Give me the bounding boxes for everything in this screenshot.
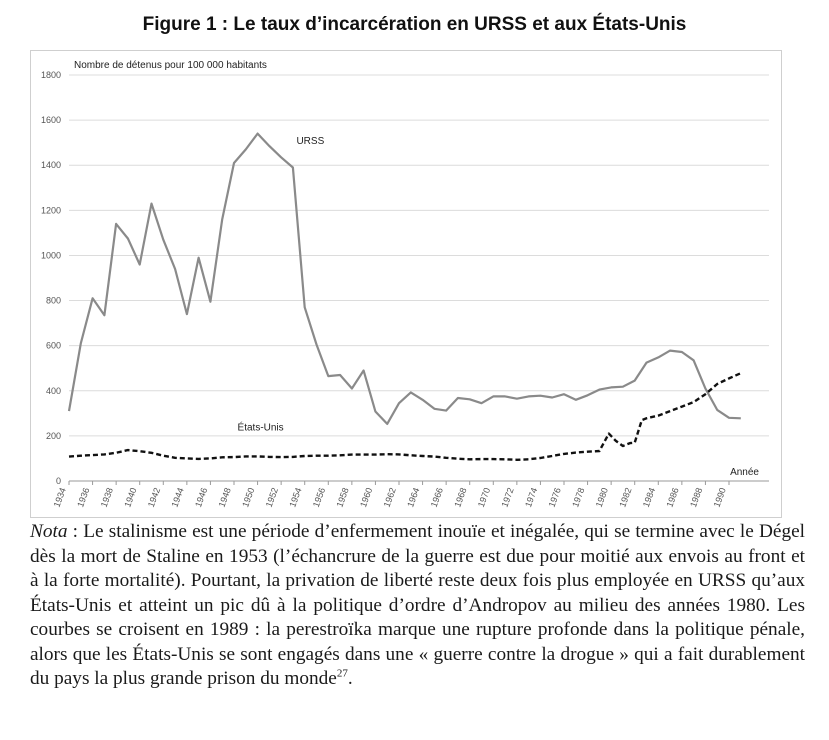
x-tick-label: 1944 xyxy=(169,486,185,508)
x-tick-label: 1940 xyxy=(122,486,138,508)
x-tick-label: 1956 xyxy=(311,486,327,508)
x-tick-label: 1964 xyxy=(405,486,421,508)
x-tick-label: 1966 xyxy=(429,486,445,508)
axes: 0 200 400 600 800 1000 1200 1400 1600 1800 1934 193… xyxy=(41,70,769,509)
y-tick-label: 600 xyxy=(46,341,61,351)
x-tick-label: 1962 xyxy=(382,486,398,508)
series-annotation: États-Unis xyxy=(238,420,284,433)
x-tick-label: 1968 xyxy=(452,486,468,508)
x-tick-label: 1970 xyxy=(476,486,492,508)
series-line-urss xyxy=(67,132,741,425)
gridlines xyxy=(69,74,769,437)
series-lines xyxy=(67,132,742,461)
x-tick-label: 1990 xyxy=(712,486,728,508)
footnote-marker: 27 xyxy=(336,667,348,680)
nota-paragraph: Nota : Le stalinisme est une période d’e… xyxy=(30,520,805,692)
chart-frame: 0 200 400 600 800 1000 1200 1400 1600 1800 1934 193… xyxy=(30,50,782,518)
y-tick-label: 800 xyxy=(46,296,61,306)
line-chart: 0 200 400 600 800 1000 1200 1400 1600 1800 1934 193… xyxy=(41,60,769,509)
x-axis-label: Année xyxy=(730,467,759,478)
nota-lead: Nota xyxy=(30,521,68,542)
y-tick-label: 1600 xyxy=(41,115,61,125)
y-tick-label: 1400 xyxy=(41,160,61,170)
nota-text: : Le stalinisme est une période d’enferm… xyxy=(30,521,805,689)
x-tick-label: 1958 xyxy=(334,486,350,508)
x-tick-label: 1960 xyxy=(358,486,374,508)
x-tick-label: 1984 xyxy=(641,486,657,508)
y-tick-label: 200 xyxy=(46,431,61,441)
x-tick-label: 1974 xyxy=(523,486,539,508)
x-tick-label: 1936 xyxy=(75,486,91,508)
chart-labels: URSS États-Unis Nombre de détenus pour 100… xyxy=(74,60,759,478)
x-tick-label: 1948 xyxy=(217,486,233,508)
x-tick-label: 1946 xyxy=(193,486,209,508)
y-tick-label: 400 xyxy=(46,386,61,396)
series-line-etats-unis xyxy=(68,372,742,461)
series-annotation: URSS xyxy=(296,136,324,147)
x-tick-label: 1972 xyxy=(499,486,515,508)
nota-end: . xyxy=(347,668,353,689)
x-tick-label: 1988 xyxy=(688,486,704,508)
x-tick-label: 1976 xyxy=(547,486,563,508)
x-tick-label: 1938 xyxy=(99,486,115,508)
y-tick-label: 1000 xyxy=(41,250,61,260)
x-tick-label: 1950 xyxy=(240,486,256,508)
y-axis-label: Nombre de détenus pour 100 000 habitants xyxy=(74,60,267,71)
figure-title: Figure 1 : Le taux d’incarcération en UR… xyxy=(142,14,687,35)
x-tick-label: 1934 xyxy=(52,486,68,508)
x-tick-label: 1942 xyxy=(146,486,162,508)
y-tick-label: 1800 xyxy=(41,70,61,80)
x-tick-label: 1986 xyxy=(664,486,680,508)
x-tick-label: 1980 xyxy=(594,486,610,508)
x-tick-label: 1952 xyxy=(264,486,280,508)
y-tick-label: 1200 xyxy=(41,205,61,215)
x-tick-label: 1982 xyxy=(617,486,633,508)
x-tick-label: 1978 xyxy=(570,486,586,508)
y-tick-label: 0 xyxy=(56,476,61,486)
x-tick-label: 1954 xyxy=(287,486,303,508)
